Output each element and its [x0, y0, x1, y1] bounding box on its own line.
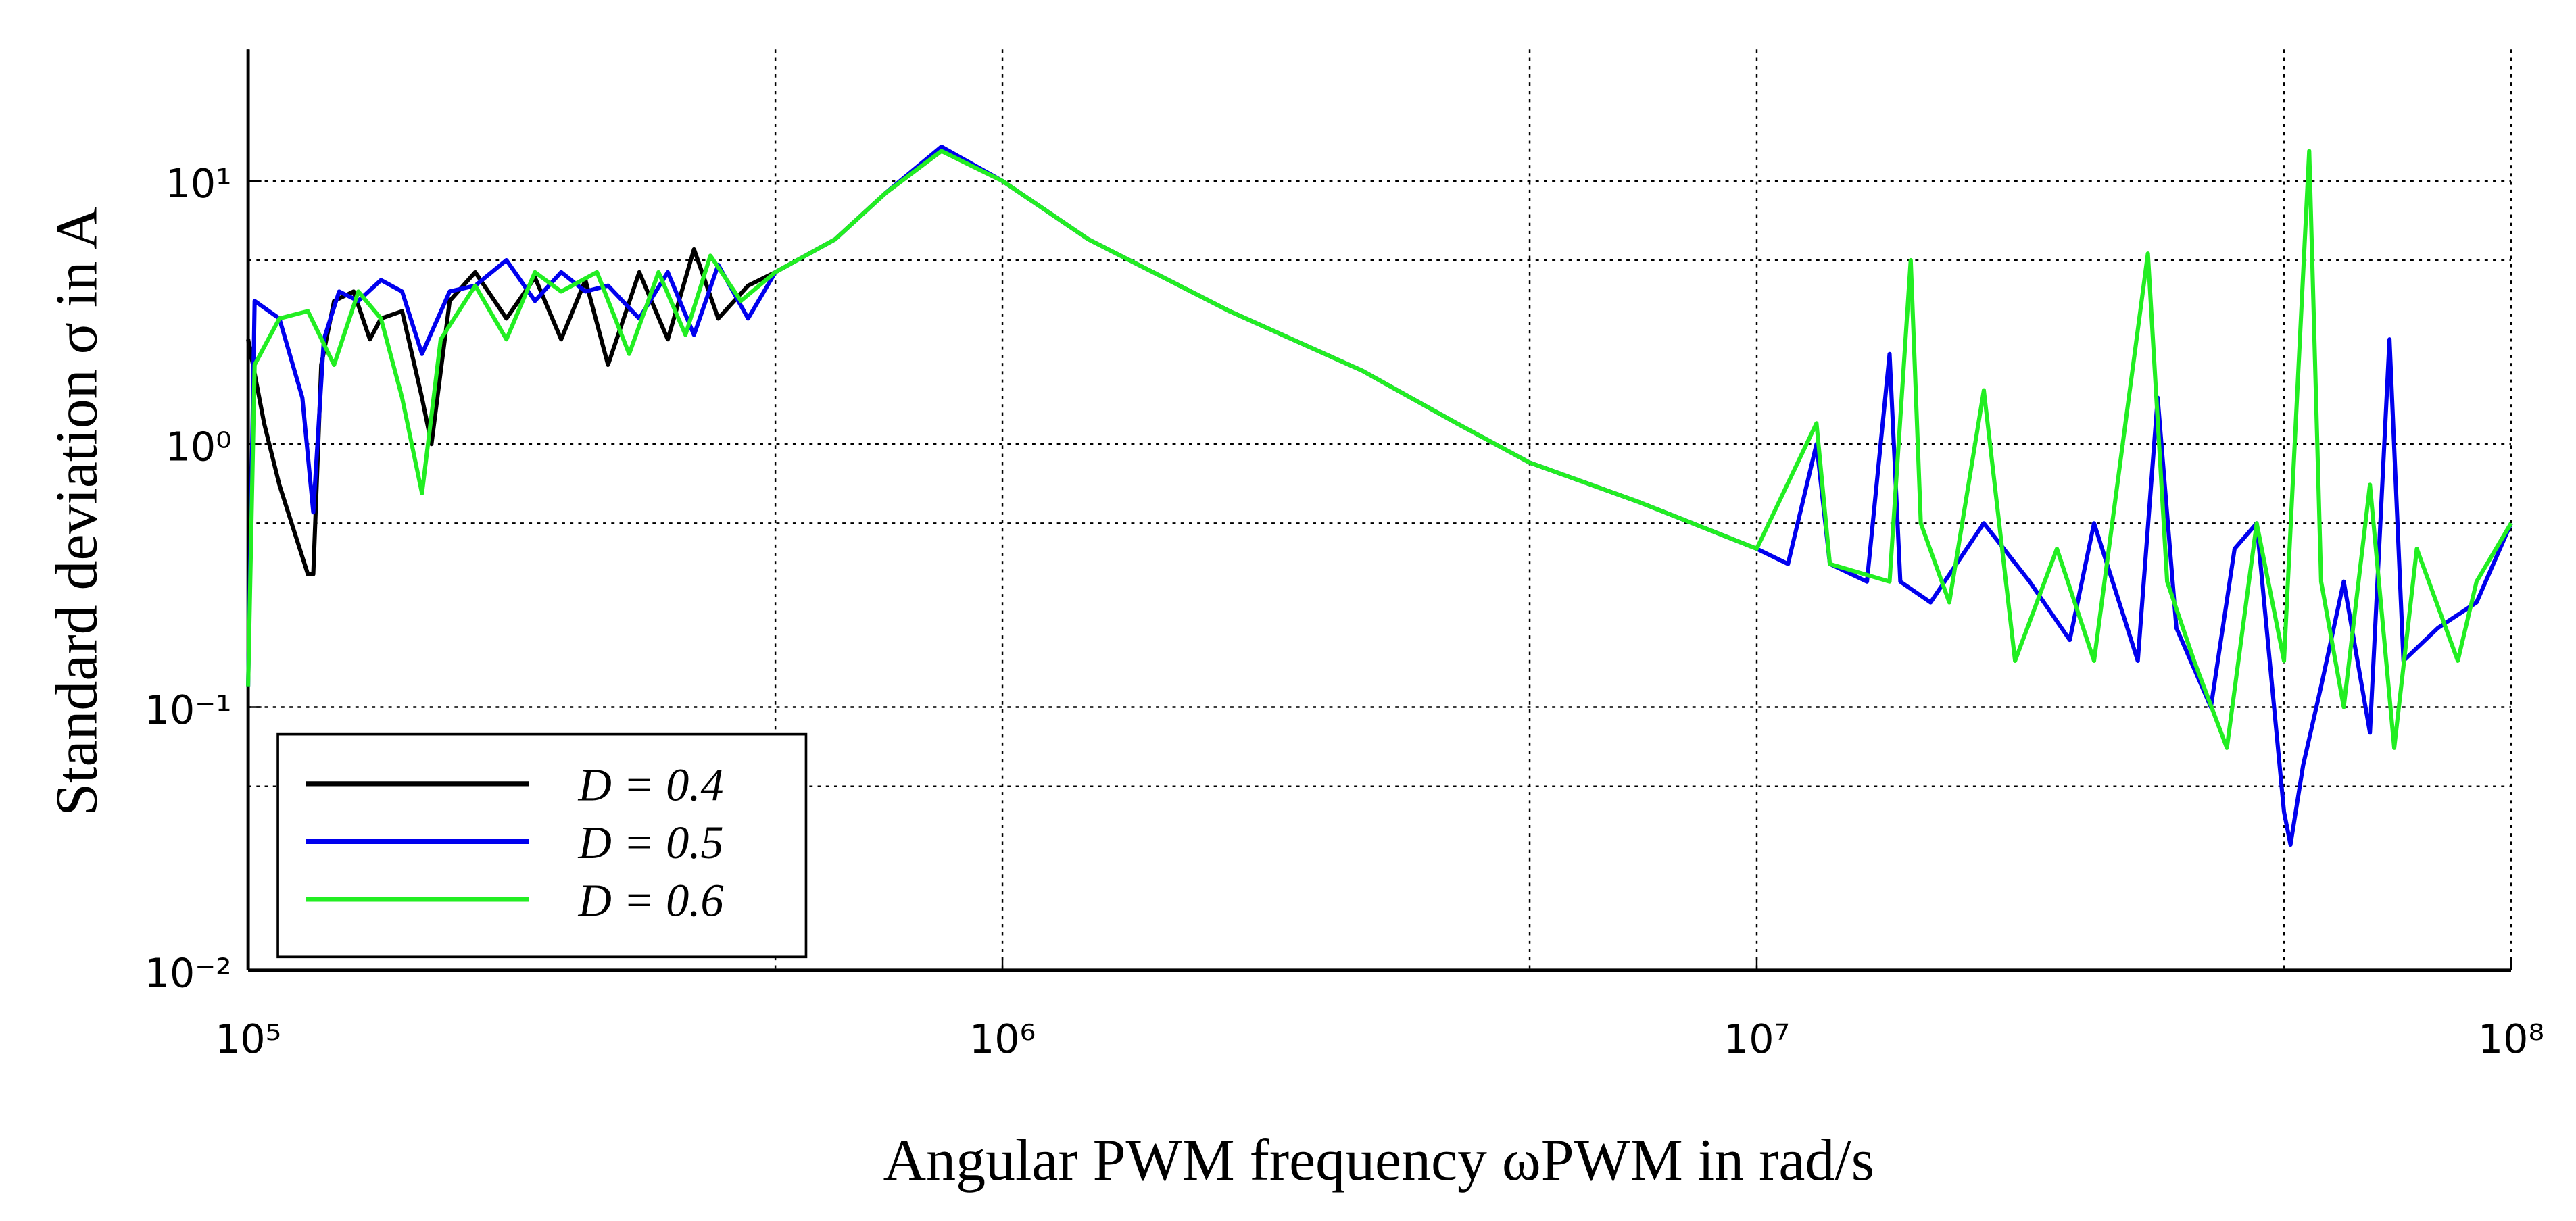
legend-box: [276, 732, 808, 959]
legend-label: D = 0.6: [577, 874, 723, 926]
y-tick-label: 10⁻¹: [145, 687, 232, 733]
legend-label: D = 0.5: [577, 817, 723, 868]
x-tick-label: 10⁸: [2478, 1016, 2544, 1062]
y-tick-label: 10⁰: [166, 424, 232, 470]
legend-label: D = 0.4: [577, 759, 723, 810]
series-line: [246, 149, 2513, 750]
x-tick-label: 10⁷: [1724, 1016, 1790, 1062]
series-line: [246, 149, 1758, 576]
y-tick-label: 10⁻²: [145, 950, 232, 996]
x-axis-label: Angular PWM frequency ωPWM in rad/s: [883, 1128, 1874, 1193]
y-axis-label: Standard deviation σ in A: [44, 207, 110, 816]
y-tick-label: 10¹: [166, 161, 232, 207]
x-tick-label: 10⁵: [215, 1016, 281, 1062]
x-tick-label: 10⁶: [969, 1016, 1036, 1062]
